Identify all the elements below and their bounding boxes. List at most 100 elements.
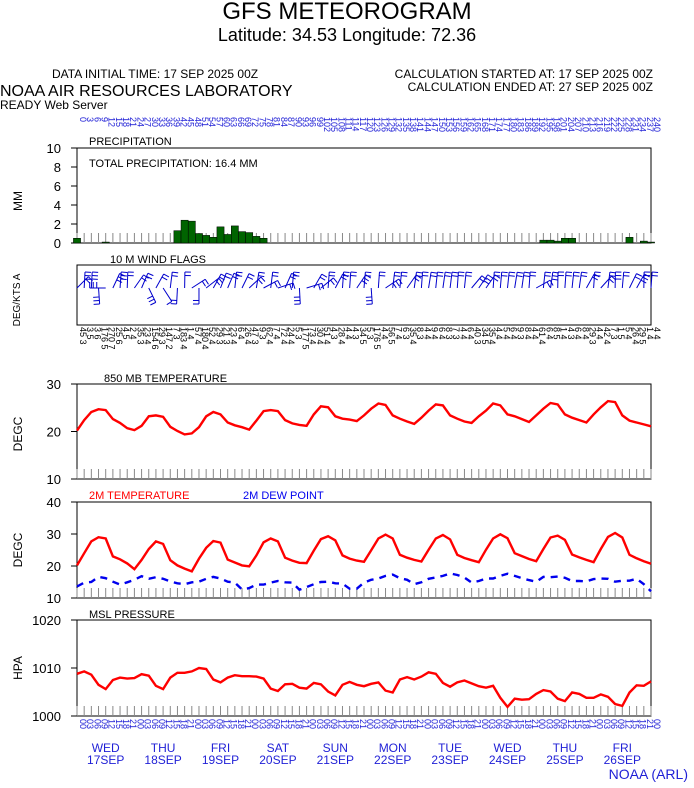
utc-label: 00	[193, 719, 203, 729]
wind-barb-feather	[430, 271, 438, 274]
hour-label: 201	[559, 117, 569, 132]
wind-barb-feather	[248, 273, 255, 277]
hour-label: 72	[250, 117, 260, 127]
wind-label: 180 4	[200, 327, 210, 350]
wind-barb	[112, 273, 121, 289]
hour-label: 18	[121, 117, 131, 127]
utc-label: 18	[580, 719, 590, 729]
wind-label: 8 3	[444, 327, 454, 340]
wind-label: 47 3	[250, 327, 260, 345]
wind-label: 30 4	[315, 327, 325, 345]
wind-barb-feather	[466, 271, 473, 274]
wind-label: 3 5	[85, 327, 95, 340]
wind-label: 4 4	[379, 327, 389, 340]
wind-barb	[492, 272, 495, 289]
utc-label: 15	[229, 719, 239, 729]
hour-label: 90	[293, 117, 303, 127]
date-label: 22SEP	[374, 753, 411, 767]
wind-barb-feather	[247, 276, 254, 280]
wind-label: 176 5	[372, 327, 382, 350]
wind-label: 5 4	[623, 327, 633, 340]
y-tick-label: 10	[47, 472, 61, 487]
utc-label: 15	[630, 719, 640, 729]
utc-label: 18	[351, 719, 361, 729]
page-title: GFS METEOROGRAM	[222, 0, 472, 25]
hour-label: 36	[164, 117, 174, 127]
precip-bar	[180, 219, 189, 244]
utc-label: 12	[394, 719, 404, 729]
hour-label: 63	[229, 117, 239, 127]
wind-label: 35 4	[408, 327, 418, 345]
wind-label: 34 5	[480, 327, 490, 345]
utc-label: 15	[516, 719, 526, 729]
wind-barb	[133, 274, 144, 289]
utc-label: 00	[308, 719, 318, 729]
day-of-week-label: SUN	[323, 741, 348, 755]
wind-barb-feather	[546, 281, 551, 288]
wind-barb-feather	[487, 274, 494, 279]
wind-label: 21 3	[222, 327, 232, 345]
wind-barb-feather	[319, 276, 326, 281]
y-tick-label: 20	[47, 425, 61, 440]
wind-barb-feather	[226, 272, 233, 276]
wind-barb-feather	[573, 271, 580, 274]
wind-barb	[90, 271, 93, 289]
panel-frame	[76, 501, 652, 599]
wind-barb-feather	[523, 275, 530, 277]
wind-barb-feather	[501, 271, 508, 274]
hour-label: 132	[394, 117, 404, 132]
wind-barb	[169, 272, 173, 289]
wind-label: 6 4	[465, 327, 475, 340]
wind-barb-feather	[340, 276, 347, 281]
wind-barb	[327, 272, 330, 289]
wind-label: 5 4	[501, 327, 511, 340]
hour-label: 129	[387, 117, 397, 132]
hour-label: 21	[128, 117, 138, 127]
wind-barb	[507, 272, 510, 289]
utc-label: 12	[336, 719, 346, 729]
wind-barb-feather	[321, 273, 328, 278]
wind-barb-feather	[509, 271, 516, 274]
wind-barb-feather	[552, 275, 559, 277]
wind-label: 4 4	[343, 327, 353, 340]
wind-barb-feather	[166, 300, 173, 306]
utc-label: 06	[92, 719, 102, 729]
wind-barb	[463, 272, 467, 289]
date-label: 25SEP	[546, 753, 583, 767]
wind-barb	[413, 272, 417, 289]
utc-label: 18	[236, 719, 246, 729]
precip-bar	[245, 232, 254, 244]
utc-label: 09	[444, 719, 454, 729]
y-axis-label: DEGC	[11, 416, 25, 451]
wind-barb-feather	[481, 275, 487, 280]
pressure-title: MSL PRESSURE	[89, 609, 175, 621]
lab-name: NOAA AIR RESOURCES LABORATORY	[0, 83, 293, 100]
wind-label: 177 5	[300, 327, 310, 350]
y-axis-label: HPA	[11, 656, 25, 680]
hour-label: 207	[573, 117, 583, 132]
date-label: 21SEP	[317, 753, 354, 767]
wind-label: 45 3	[78, 327, 88, 345]
wind-barb	[291, 272, 295, 289]
hour-label: 147	[430, 117, 440, 132]
precip-bar	[223, 234, 232, 244]
temp850-title: 850 MB TEMPERATURE	[104, 373, 227, 385]
wind-label: 4 4	[422, 327, 432, 340]
utc-label: 18	[408, 719, 418, 729]
wind-barb-feather	[293, 275, 300, 277]
wind-barb	[176, 287, 178, 305]
utc-label: 09	[387, 719, 397, 729]
utc-label: 00	[422, 719, 432, 729]
utc-label: 15	[401, 719, 411, 729]
wind-barb	[148, 287, 157, 303]
precip-bar	[647, 241, 655, 244]
wind-title: 10 M WIND FLAGS	[110, 254, 206, 266]
y-tick-label: 2	[54, 217, 61, 232]
wind-label: 73 4	[308, 327, 318, 345]
wind-label: 29 5	[638, 327, 648, 345]
utc-label: 00	[595, 719, 605, 729]
wind-label: 25 6	[114, 327, 124, 345]
hour-label: 84	[279, 117, 289, 127]
utc-label: 21	[186, 719, 196, 729]
